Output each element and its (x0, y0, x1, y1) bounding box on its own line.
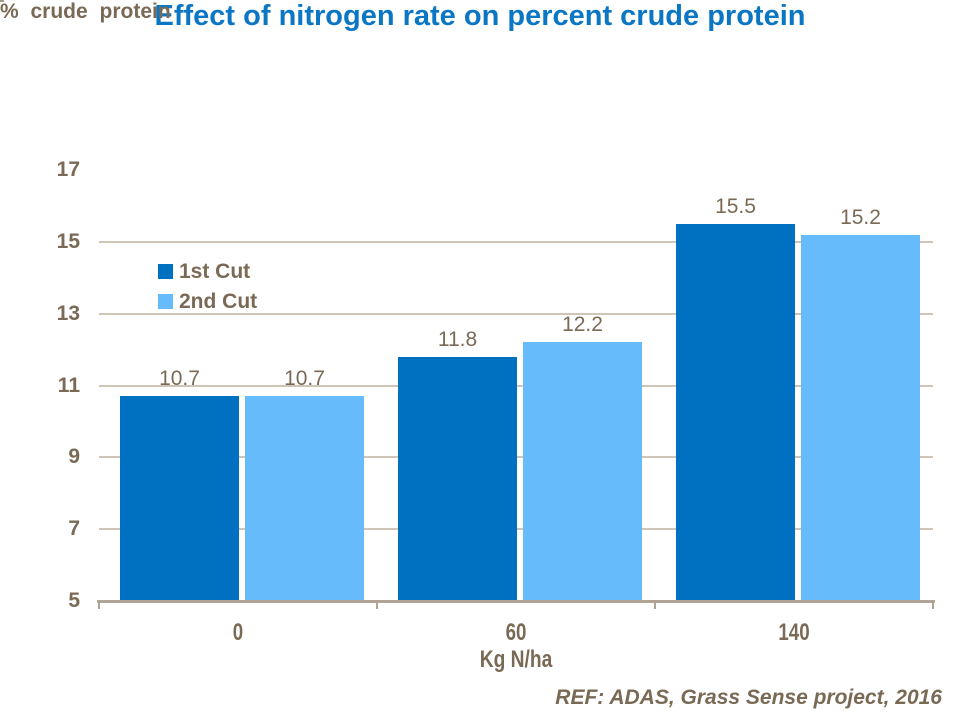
bar-value-label: 15.2 (840, 205, 881, 229)
legend-item-1st-cut: 1st Cut (158, 260, 257, 283)
bar-value-label: 11.8 (437, 327, 478, 351)
chart-legend: 1st Cut 2nd Cut (158, 260, 258, 323)
chart-title: Effect of nitrogen rate on percent crude… (154, 0, 806, 32)
bar-1st-cut-0 (120, 396, 239, 601)
legend-item-2nd-cut: 2nd Cut (158, 290, 258, 313)
y-axis-title: % crude protein (0, 0, 171, 23)
bar-1st-cut-60 (398, 356, 517, 601)
x-axis-tick (932, 603, 934, 609)
x-axis-tick (654, 603, 656, 609)
x-category-label-140: 140 (778, 619, 810, 646)
bar-value-label: 12.2 (562, 313, 603, 337)
gridline-15 (99, 240, 933, 243)
bar-value-label: 10.7 (159, 367, 200, 391)
bar-value-label: 15.5 (715, 194, 756, 218)
y-tick-label-17: 17 (56, 158, 80, 181)
bar-1st-cut-140 (676, 223, 795, 601)
bar-2nd-cut-0 (245, 396, 364, 601)
y-tick-label-5: 5 (68, 589, 80, 612)
y-tick-label-9: 9 (68, 445, 80, 469)
bar-value-label: 10.7 (284, 367, 325, 391)
legend-label-2nd-cut: 2nd Cut (179, 290, 258, 313)
x-axis-title: Kg N/ha (479, 646, 553, 673)
x-axis-tick (98, 603, 100, 609)
legend-swatch-1st-cut-icon (158, 264, 173, 279)
y-tick-label-13: 13 (56, 301, 80, 325)
plot-area-border (0, 0, 4, 2)
reference-footer: REF: ADAS, Grass Sense project, 2016 (555, 686, 942, 709)
legend-label-1st-cut: 1st Cut (179, 260, 251, 283)
y-tick-label-15: 15 (56, 229, 80, 253)
x-category-label-60: 60 (505, 619, 527, 646)
bar-2nd-cut-60 (523, 342, 642, 601)
x-category-label-0: 0 (232, 619, 244, 646)
y-tick-label-11: 11 (57, 373, 80, 397)
x-axis-line (97, 600, 935, 603)
x-axis-tick (376, 603, 378, 609)
legend-swatch-2nd-cut-icon (158, 294, 173, 309)
gridline-13 (99, 312, 933, 315)
bar-2nd-cut-140 (801, 234, 920, 601)
y-tick-label-7: 7 (68, 517, 80, 541)
